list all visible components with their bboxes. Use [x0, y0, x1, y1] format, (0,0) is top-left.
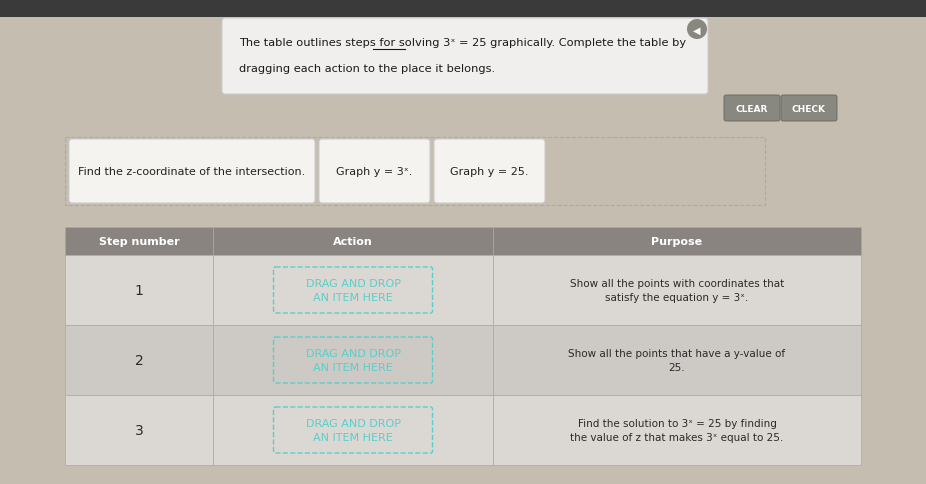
Text: Graph y = 3ˣ.: Graph y = 3ˣ.: [336, 166, 413, 177]
FancyBboxPatch shape: [724, 96, 780, 122]
Text: Show all the points with coordinates that
satisfy the equation y = 3ˣ.: Show all the points with coordinates tha…: [569, 279, 784, 302]
Text: Step number: Step number: [99, 237, 180, 246]
Bar: [0, 0, 926, 18]
Text: The table outlines steps for solving 3ˣ = 25 graphically. Complete the table by: The table outlines steps for solving 3ˣ …: [239, 38, 686, 48]
Text: 1: 1: [134, 284, 144, 297]
Text: DRAG AND DROP
AN ITEM HERE: DRAG AND DROP AN ITEM HERE: [306, 348, 401, 372]
Bar: [493, 256, 861, 325]
Circle shape: [687, 20, 707, 40]
Text: Find the solution to 3ˣ = 25 by finding
the value of z that makes 3ˣ equal to 25: Find the solution to 3ˣ = 25 by finding …: [570, 419, 783, 442]
Bar: [213, 395, 493, 465]
Text: Purpose: Purpose: [651, 237, 703, 246]
FancyBboxPatch shape: [319, 140, 430, 204]
Bar: [213, 256, 493, 325]
Text: CHECK: CHECK: [792, 104, 826, 113]
Text: Action: Action: [333, 237, 373, 246]
FancyBboxPatch shape: [69, 140, 315, 204]
Bar: [493, 395, 861, 465]
Bar: [213, 325, 493, 395]
Text: Graph y = 25.: Graph y = 25.: [450, 166, 529, 177]
Bar: [493, 325, 861, 395]
Bar: [65, 256, 213, 325]
Text: dragging each action to the place it belongs.: dragging each action to the place it bel…: [239, 64, 495, 74]
Bar: [213, 227, 493, 256]
Text: DRAG AND DROP
AN ITEM HERE: DRAG AND DROP AN ITEM HERE: [306, 278, 401, 302]
Text: DRAG AND DROP
AN ITEM HERE: DRAG AND DROP AN ITEM HERE: [306, 418, 401, 442]
Bar: [493, 227, 861, 256]
Text: Show all the points that have a y-value of
25.: Show all the points that have a y-value …: [569, 348, 785, 372]
Bar: [65, 227, 213, 256]
FancyBboxPatch shape: [781, 96, 837, 122]
Bar: [65, 395, 213, 465]
FancyBboxPatch shape: [222, 19, 708, 95]
Bar: [65, 325, 213, 395]
Text: ◀: ◀: [694, 26, 701, 36]
Text: CLEAR: CLEAR: [736, 104, 769, 113]
Bar: [65, 138, 765, 206]
Text: Find the z-coordinate of the intersection.: Find the z-coordinate of the intersectio…: [79, 166, 306, 177]
Text: 3: 3: [134, 423, 144, 437]
FancyBboxPatch shape: [434, 140, 545, 204]
Text: 2: 2: [134, 353, 144, 367]
